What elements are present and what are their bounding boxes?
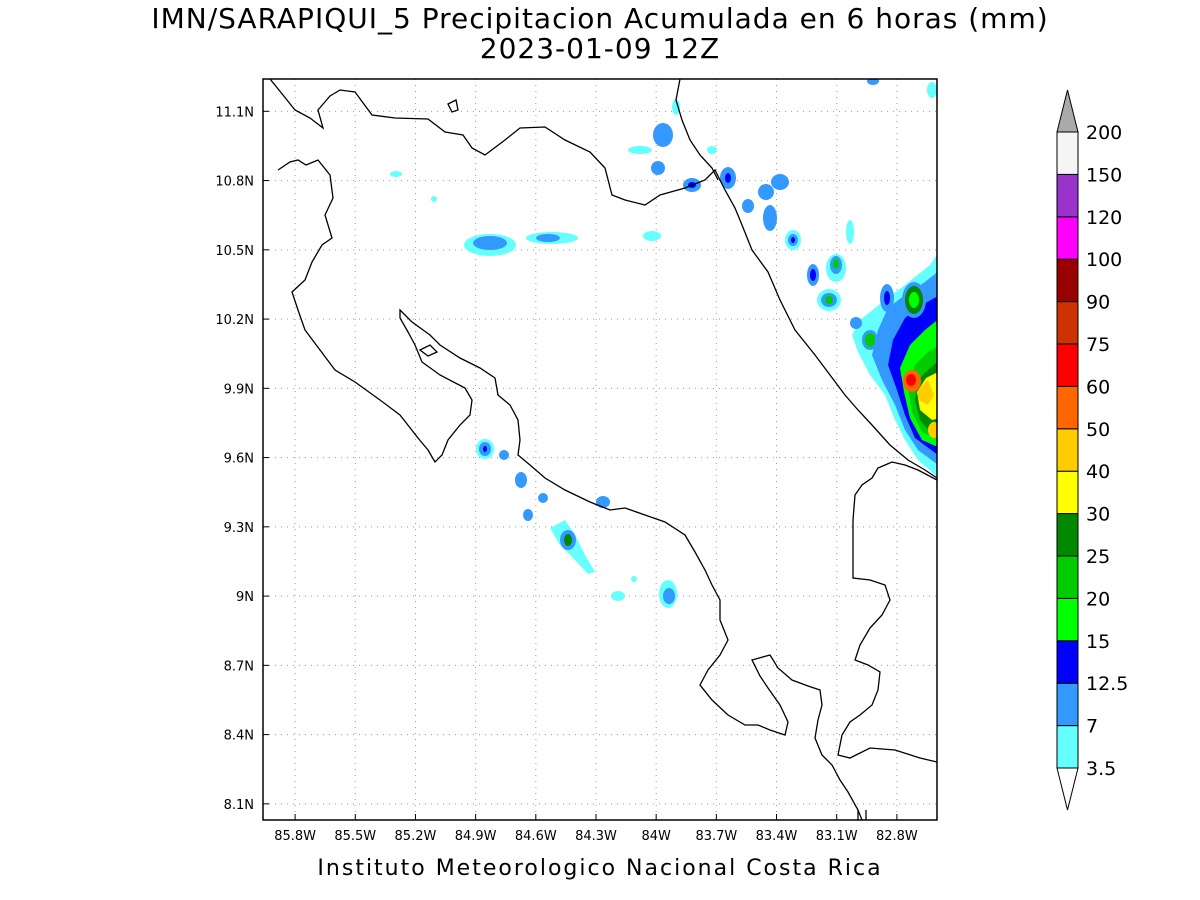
- colorbar-label: 15: [1086, 631, 1110, 653]
- longitude-label: 85.8W: [274, 829, 316, 844]
- colorbar-label: 60: [1086, 376, 1110, 398]
- colorbar-swatch: [1056, 131, 1079, 175]
- colorbar-swatch: [1056, 470, 1079, 515]
- rain-cells-pacific: [476, 439, 677, 608]
- longitude-label: 83.7W: [695, 829, 737, 844]
- colorbar-swatch: [1056, 428, 1079, 472]
- colorbar-label: 40: [1086, 461, 1110, 483]
- rain-cells-central: [390, 171, 578, 256]
- latitude-label: 9N: [236, 590, 254, 605]
- latitude-label: 11.1N: [215, 105, 254, 120]
- colorbar-swatch: [1056, 301, 1079, 345]
- map-gridlines: [263, 79, 937, 820]
- map-frame: [262, 78, 938, 821]
- colorbar-swatch: [1056, 640, 1079, 684]
- map-subtitle: 2023-01-09 12Z: [479, 32, 721, 65]
- rain-cluster-caribbean: [852, 254, 937, 477]
- colorbar-lower-arrow: [1056, 767, 1079, 811]
- colorbar-label: 30: [1086, 504, 1110, 526]
- colorbar-swatch: [1056, 555, 1079, 599]
- colorbar-label: 3.5: [1086, 758, 1116, 780]
- latitude-label: 8.4N: [224, 729, 254, 744]
- colorbar-swatch: [1056, 513, 1079, 557]
- footer-credit: Instituto Meteorologico Nacional Costa R…: [317, 856, 883, 881]
- latitude-label: 10.2N: [215, 313, 254, 328]
- colorbar-label: 7: [1086, 716, 1098, 738]
- colorbar-label: 100: [1086, 249, 1122, 271]
- colorbar-swatch: [1056, 173, 1079, 218]
- longitude-label: 83.1W: [816, 829, 858, 844]
- colorbar-swatch: [1056, 216, 1079, 260]
- map-title: IMN/SARAPIQUI_5 Precipitacion Acumulada …: [151, 2, 1049, 35]
- longitude-tick-labels: 85.8W 85.5W 85.2W 84.9W 84.6W 84.3W 84W 83.7W 83…: [274, 829, 918, 844]
- colorbar-label: 20: [1086, 588, 1110, 610]
- colorbar-swatch: [1056, 725, 1079, 769]
- longitude-label: 85.5W: [334, 829, 376, 844]
- longitude-label: 84W: [641, 829, 671, 844]
- colorbar-swatch: [1056, 597, 1079, 642]
- latitude-label: 9.3N: [224, 521, 254, 536]
- latitude-tick-labels: 11.1N 10.8N 10.5N 10.2N 9.9N 9.6N 9.3N 9N 8.7N 8.…: [215, 105, 254, 813]
- latitude-label: 9.9N: [224, 382, 254, 397]
- longitude-label: 84.3W: [575, 829, 617, 844]
- latitude-label: 8.1N: [224, 798, 254, 813]
- colorbar-swatch: [1056, 343, 1079, 387]
- latitude-label: 8.7N: [224, 659, 254, 674]
- longitude-label: 84.6W: [515, 829, 557, 844]
- colorbar-label: 200: [1086, 122, 1122, 144]
- latitude-label: 9.6N: [224, 452, 254, 467]
- colorbar-label: 75: [1086, 334, 1110, 356]
- colorbar-swatch: [1056, 682, 1079, 727]
- colorbar-label: 25: [1086, 546, 1110, 568]
- colorbar-label: 50: [1086, 419, 1110, 441]
- colorbar-upper-arrow: [1056, 89, 1079, 133]
- colorbar-label: 12.5: [1086, 673, 1128, 695]
- longitude-label: 82.8W: [876, 829, 918, 844]
- longitude-label: 84.9W: [455, 829, 497, 844]
- precipitation-field: [269, 79, 937, 820]
- latitude-label: 10.8N: [215, 175, 254, 190]
- coastlines: [269, 79, 937, 820]
- color-legend: 3.5 7 12.5 15 20 25 30 40 50 60 75 90 100 120 150 200: [1056, 89, 1128, 811]
- longitude-label: 85.2W: [395, 829, 437, 844]
- colorbar-label: 90: [1086, 292, 1110, 314]
- latitude-label: 10.5N: [215, 244, 254, 259]
- longitude-label: 83.4W: [756, 829, 798, 844]
- colorbar-swatch: [1056, 258, 1079, 303]
- colorbar-label: 150: [1086, 164, 1122, 186]
- colorbar-swatch: [1056, 385, 1079, 430]
- colorbar-label: 120: [1086, 207, 1122, 229]
